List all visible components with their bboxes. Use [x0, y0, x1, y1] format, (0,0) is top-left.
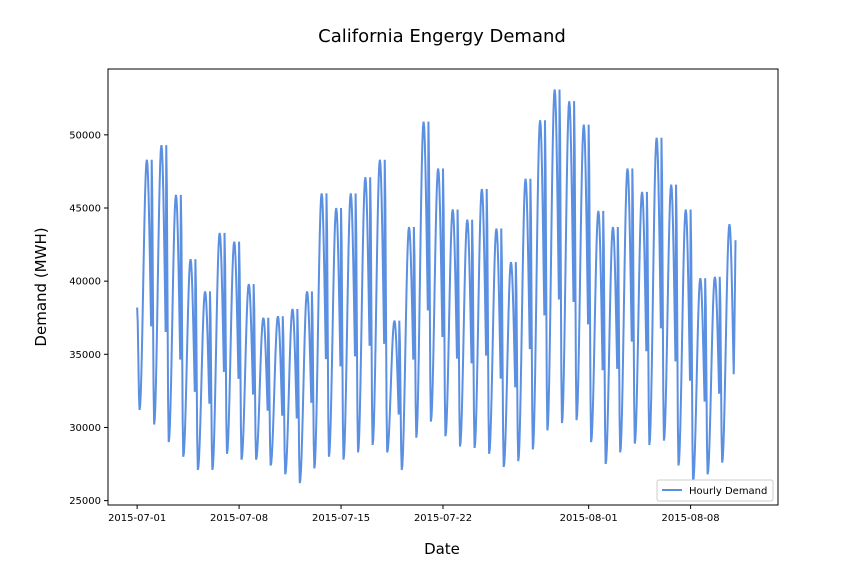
x-axis: 2015-07-01 2015-07-08 2015-07-15 2015-07-22…	[108, 505, 720, 524]
legend-box	[656, 479, 774, 502]
x-tick-label: 2015-08-01	[560, 513, 618, 524]
y-axis-label: Demand (MWH)	[32, 227, 50, 346]
plot-frame	[107, 68, 779, 506]
x-tick-label: 2015-07-22	[414, 513, 472, 524]
x-tick-label: 2015-07-01	[108, 513, 166, 524]
chart-title: California Engergy Demand	[318, 26, 566, 47]
x-tick-label: 2015-07-08	[210, 513, 268, 524]
y-axis: 25000 30000 35000 40000 45000 50000	[69, 130, 108, 507]
x-axis-label: Date	[424, 540, 460, 558]
legend: Hourly Demand	[656, 479, 774, 502]
y-tick-label: 45000	[69, 203, 101, 214]
x-tick-label: 2015-08-08	[662, 513, 720, 524]
y-tick-label: 35000	[69, 350, 101, 361]
y-tick-label: 50000	[69, 130, 101, 141]
y-tick-label: 30000	[69, 423, 101, 434]
y-tick-label: 25000	[69, 496, 101, 507]
series-line-hourly-demand	[136, 89, 737, 484]
y-tick-label: 40000	[69, 277, 101, 288]
legend-label: Hourly Demand	[689, 486, 767, 497]
x-tick-label: 2015-07-15	[312, 513, 370, 524]
